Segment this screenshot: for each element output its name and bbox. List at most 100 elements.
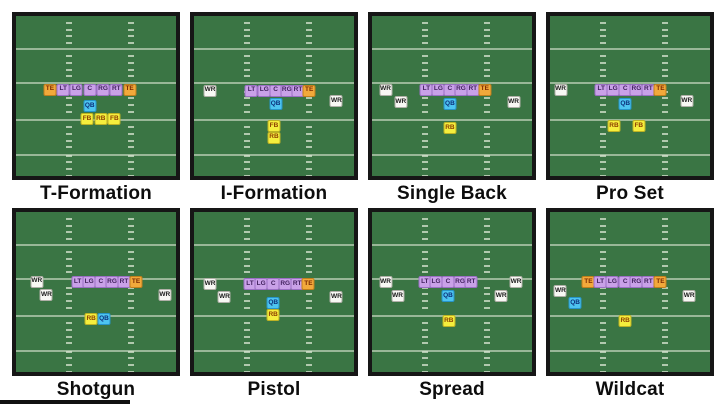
hash-mark	[484, 146, 490, 149]
hash-mark	[599, 28, 606, 31]
hash-mark	[662, 61, 668, 64]
hash-mark	[662, 68, 668, 71]
hash-mark	[128, 224, 134, 227]
hash-mark	[662, 55, 668, 58]
hash-mark	[662, 264, 668, 267]
hash-mark	[65, 104, 72, 107]
hash-mark	[662, 370, 668, 372]
hash-mark	[421, 42, 428, 45]
hash-mark	[599, 139, 606, 142]
yard-line	[194, 48, 354, 50]
player-qb: QB	[97, 313, 111, 326]
hash-mark	[128, 264, 134, 267]
hash-mark	[662, 168, 668, 171]
yard-line	[372, 349, 532, 352]
hash-mark	[243, 75, 250, 78]
player-rg: RG	[280, 84, 294, 97]
hash-mark	[484, 322, 490, 325]
hash-mark	[484, 28, 490, 31]
hash-mark	[599, 133, 606, 136]
player-lt: LT	[56, 83, 70, 96]
hash-mark	[243, 104, 250, 107]
hash-mark	[599, 168, 606, 171]
hash-mark	[484, 126, 490, 129]
hash-mark	[421, 217, 428, 220]
hash-mark	[421, 364, 428, 367]
hash-mark	[662, 139, 668, 142]
player-rb: RB	[607, 120, 621, 133]
hash-mark	[421, 68, 428, 71]
hash-mark	[599, 264, 606, 267]
hash-mark	[306, 139, 312, 142]
player-wr: WR	[203, 84, 217, 97]
hash-mark	[421, 154, 428, 157]
player-qb: QB	[441, 290, 455, 302]
hash-mark	[65, 342, 72, 345]
formation-panel-pistol: WR WR LT LG C RG RT TE WR QB RB Pistol	[190, 208, 358, 404]
hash-mark	[65, 251, 72, 254]
hash-mark	[243, 293, 250, 296]
yard-line	[16, 82, 176, 85]
hash-mark	[662, 322, 668, 325]
yard-line	[550, 244, 710, 246]
hash-mark	[662, 300, 668, 303]
hash-mark	[599, 293, 606, 296]
hash-mark	[484, 217, 490, 220]
player-te: TE	[123, 83, 137, 96]
hash-mark	[128, 28, 134, 31]
bottom-edge-bar	[0, 400, 130, 404]
hash-mark	[599, 35, 606, 38]
hash-mark	[306, 68, 312, 71]
hash-mark	[484, 42, 490, 45]
hash-mark	[306, 28, 312, 31]
hash-mark	[662, 110, 668, 113]
hash-mark	[599, 21, 606, 24]
hash-mark	[306, 75, 312, 78]
hash-mark	[599, 161, 606, 164]
hash-mark	[599, 146, 606, 149]
hash-mark	[599, 42, 606, 45]
hash-mark	[662, 42, 668, 45]
hash-mark	[662, 126, 668, 129]
yard-line	[194, 82, 354, 85]
hash-mark	[662, 146, 668, 149]
hash-mark	[128, 271, 134, 274]
player-rb: RB	[443, 122, 457, 134]
hash-mark	[662, 238, 668, 241]
hash-mark	[421, 174, 428, 176]
formation-name: Pistol	[247, 379, 301, 400]
hash-mark	[306, 61, 312, 64]
hash-mark	[243, 21, 250, 24]
hash-mark	[421, 342, 428, 345]
formation-panel-wildcat: WR TE LT LG C RG RT TE WR QB RB Wildcat	[546, 208, 714, 404]
hash-mark	[128, 104, 134, 107]
hash-mark	[599, 97, 606, 100]
hash-mark	[421, 21, 428, 24]
hash-mark	[484, 329, 490, 332]
player-te: TE	[653, 276, 667, 289]
hash-mark	[128, 364, 134, 367]
hash-mark	[662, 335, 668, 338]
hash-mark	[484, 271, 490, 274]
formation-panel-i-formation: WR LT LG C RG RT TE WR QB FB RB I-Formation	[190, 12, 358, 208]
player-wr: WR	[680, 94, 694, 107]
yard-line	[550, 119, 710, 122]
hash-mark	[128, 350, 134, 353]
hash-mark	[243, 257, 250, 260]
hash-mark	[65, 357, 72, 360]
hash-mark	[243, 146, 250, 149]
hash-mark	[65, 161, 72, 164]
hash-mark	[662, 342, 668, 345]
hash-mark	[662, 154, 668, 157]
hash-mark	[243, 61, 250, 64]
hash-mark	[128, 55, 134, 58]
formation-name: Shotgun	[56, 379, 136, 400]
hash-mark	[662, 364, 668, 367]
hash-mark	[484, 264, 490, 267]
hash-mark	[243, 370, 250, 372]
hash-mark	[128, 75, 134, 78]
hash-mark	[484, 238, 490, 241]
hash-mark	[421, 61, 428, 64]
player-qb: QB	[266, 297, 280, 310]
hash-mark	[243, 97, 250, 100]
